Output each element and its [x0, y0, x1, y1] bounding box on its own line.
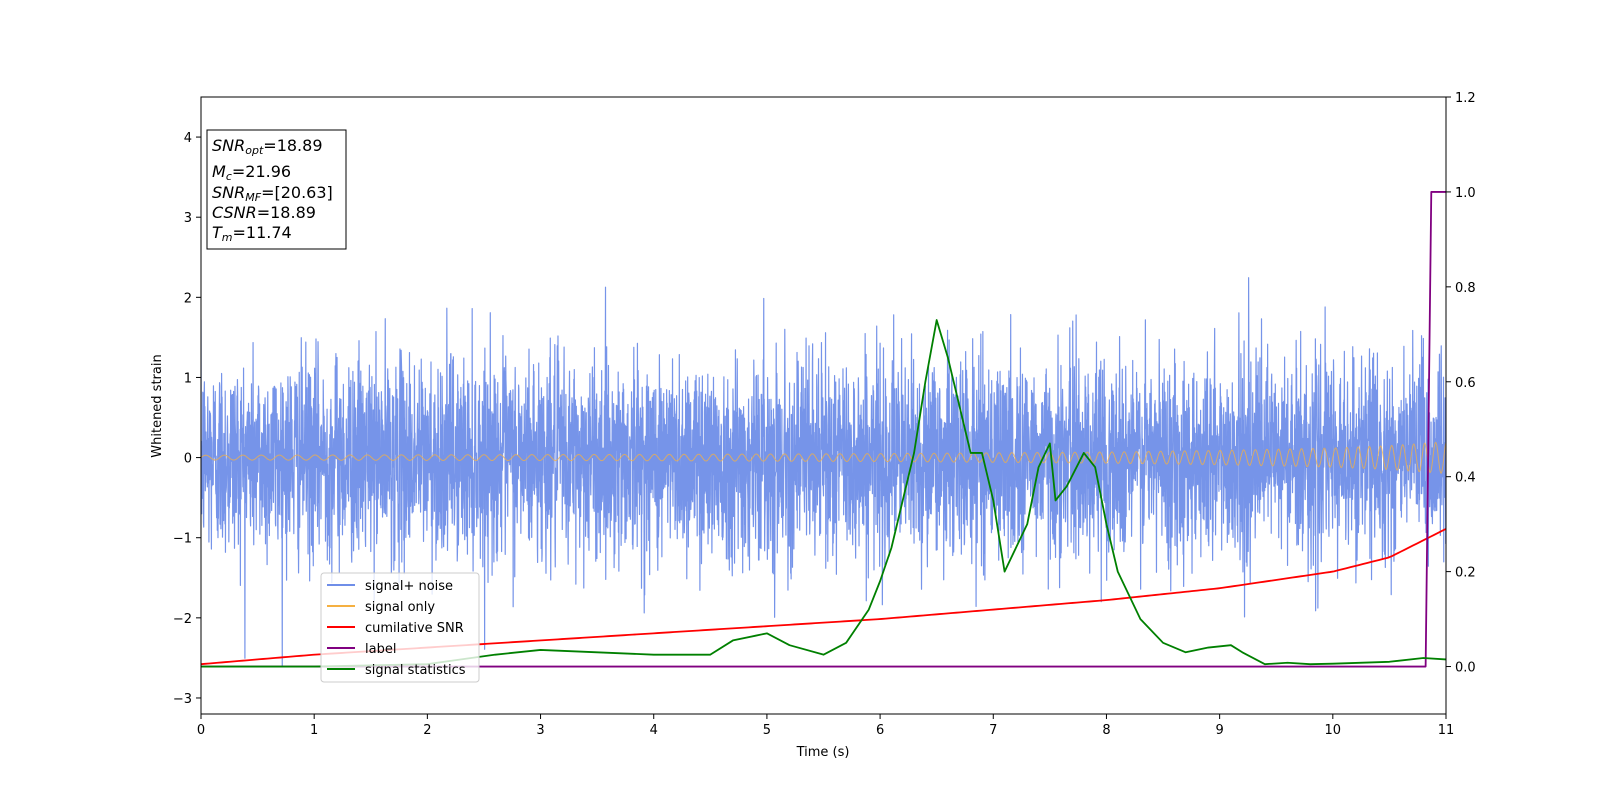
info-box-frame [206, 129, 347, 250]
info-box: SNRopt=18.89 Mc=21.96SNRMF=[20.63]CSNR=18… [206, 129, 347, 250]
series-line-label [201, 191, 1446, 668]
y-left-tick-label: −1 [173, 532, 192, 547]
info-box-line: Tm=11.74 [212, 223, 292, 244]
x-tick-label: 3 [536, 723, 544, 738]
y-axis-title: Whitened strain [150, 354, 165, 457]
plot-area-frame [200, 96, 1447, 715]
x-tick-label: 8 [1102, 723, 1110, 738]
info-box-line: Mc=21.96 [212, 162, 291, 183]
x-tick-label: 7 [989, 723, 997, 738]
legend-label: signal only [365, 600, 435, 615]
y-right-tick-label: 1.0 [1455, 186, 1476, 201]
legend-label: signal+ noise [365, 579, 453, 594]
y-left-tick-label: 0 [184, 452, 192, 467]
x-tick-label: 4 [650, 723, 658, 738]
y-right-tick-label: 0.4 [1455, 471, 1476, 486]
legend: signal+ noise signal only cumilative SNR la… [320, 572, 480, 683]
series-line-signal-only [201, 441, 1446, 474]
y-left-tick-label: 4 [184, 131, 192, 146]
y-left-tick-label: 1 [184, 371, 192, 386]
y-left-tick-label: −2 [173, 612, 192, 627]
info-box-line: CSNR=18.89 [212, 203, 316, 222]
x-tick-label: 10 [1325, 723, 1342, 738]
y-axis-left-ticks: 4 3 2 1 0 −1 −2 −3 [173, 131, 201, 707]
legend-label: label [365, 642, 396, 657]
y-left-tick-label: −3 [173, 692, 192, 707]
x-tick-label: 0 [197, 723, 205, 738]
legend-frame [320, 572, 480, 683]
legend-label: signal statistics [365, 663, 466, 678]
legend-label: cumilative SNR [365, 621, 464, 636]
y-right-tick-label: 0.2 [1455, 566, 1476, 581]
y-left-tick-label: 2 [184, 291, 192, 306]
x-tick-label: 6 [876, 723, 884, 738]
y-right-tick-label: 0.6 [1455, 376, 1476, 391]
info-box-line: SNRopt=18.89 [212, 136, 323, 157]
x-tick-label: 1 [310, 723, 318, 738]
info-box-line: SNRMF=[20.63] [212, 183, 333, 204]
x-axis-ticks: 0 1 2 3 4 5 6 7 8 9 10 11 [197, 714, 1454, 738]
y-right-tick-label: 0.0 [1455, 661, 1476, 676]
x-axis-title: Time (s) [796, 745, 850, 760]
y-right-tick-label: 1.2 [1455, 91, 1476, 106]
series-line-signal-statistics [201, 319, 1446, 668]
y-right-tick-label: 0.8 [1455, 281, 1476, 296]
x-tick-label: 5 [763, 723, 771, 738]
series-line-signal-noise [201, 277, 1446, 667]
x-tick-label: 9 [1215, 723, 1223, 738]
x-tick-label: 2 [423, 723, 431, 738]
y-left-tick-label: 3 [184, 211, 192, 226]
y-axis-right-ticks: 1.2 1.0 0.8 0.6 0.4 0.2 0.0 [1446, 91, 1476, 676]
x-tick-label: 11 [1438, 723, 1455, 738]
